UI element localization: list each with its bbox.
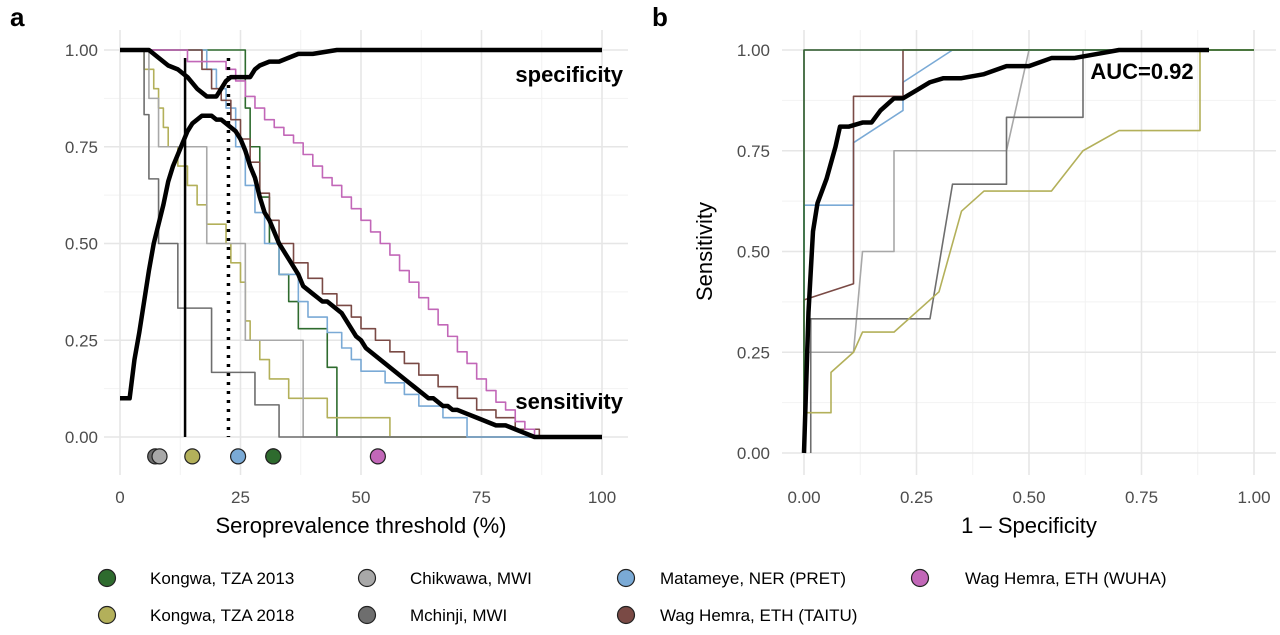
x-axis-title: 1 – Specificity xyxy=(961,513,1097,538)
series-kongwa-tza-2018 xyxy=(120,49,602,438)
y-tick-label: 0.50 xyxy=(65,235,98,254)
roc-overall xyxy=(801,47,1209,454)
series-matameye-ner-pret xyxy=(120,49,602,438)
x-tick-label: 0.50 xyxy=(1012,488,1045,507)
legend-label-matameye-ner-pret: Matameye, NER (PRET) xyxy=(660,569,846,588)
x-tick-label: 25 xyxy=(231,488,250,507)
legend-label-wag-hemra-eth-taitu: Wag Hemra, ETH (TAITU) xyxy=(660,606,857,625)
roc-kongwa-tza-2018 xyxy=(804,49,1254,414)
legend-swatch-kongwa-tza-2013 xyxy=(97,568,117,588)
series-wag-hemra-eth-taitu xyxy=(120,49,602,438)
sensitivity-label: sensitivity xyxy=(515,389,623,414)
series-chikwawa-mwi xyxy=(120,49,602,438)
optimal-point-wag-hemra-eth-wuha xyxy=(369,448,386,465)
x-tick-label: 0 xyxy=(115,488,124,507)
optimal-point-matameye-ner-pret xyxy=(229,448,247,465)
y-tick-label: 0.25 xyxy=(65,331,98,350)
legend: Kongwa, TZA 2013 Chikwawa, MWI Matameye, N… xyxy=(97,568,1167,625)
y-tick-label: 1.00 xyxy=(737,41,770,60)
legend-swatch-matameye-ner-pret xyxy=(616,568,636,588)
optimal-point-kongwa-tza-2013 xyxy=(265,448,282,465)
x-tick-label: 50 xyxy=(352,488,371,507)
legend-label-chikwawa-mwi: Chikwawa, MWI xyxy=(410,569,532,588)
optimal-point-kongwa-tza-2018 xyxy=(184,448,201,465)
roc-kongwa-tza-2013 xyxy=(803,49,1254,453)
series-wag-hemra-eth-wuha xyxy=(120,49,602,438)
panel-a: 0 25 50 75 100 0.00 0.25 0.50 0.75 1.00 specificit… xyxy=(65,30,628,538)
legend-label-mchinji-mwi: Mchinji, MWI xyxy=(410,606,507,625)
legend-swatch-mchinji-mwi xyxy=(357,605,377,625)
y-tick-label: 0.25 xyxy=(737,343,770,362)
y-tick-label: 0.00 xyxy=(737,444,770,463)
panel-b-label: b xyxy=(652,2,668,32)
series-specificity xyxy=(120,47,602,99)
optimal-point-chikwawa-mwi xyxy=(151,448,168,465)
x-tick-label: 0.25 xyxy=(900,488,933,507)
x-tick-label: 100 xyxy=(588,488,616,507)
y-axis-title: Sensitivity xyxy=(692,202,717,301)
legend-swatch-wag-hemra-eth-wuha xyxy=(910,568,930,588)
y-tick-label: 0.50 xyxy=(737,243,770,262)
series-sensitivity xyxy=(120,113,602,440)
roc-chikwawa-mwi xyxy=(803,49,1254,453)
legend-swatch-wag-hemra-eth-taitu xyxy=(616,605,636,625)
y-tick-label: 1.00 xyxy=(65,41,98,60)
legend-label-kongwa-tza-2018: Kongwa, TZA 2018 xyxy=(150,606,294,625)
legend-label-wag-hemra-eth-wuha: Wag Hemra, ETH (WUHA) xyxy=(965,569,1167,588)
series-mchinji-mwi xyxy=(120,49,602,438)
auc-label: AUC=0.92 xyxy=(1090,59,1193,84)
x-axis-title: Seroprevalence threshold (%) xyxy=(215,513,506,538)
panel-b: 0.00 0.25 0.50 0.75 1.00 0.00 0.25 0.50 0.75 1.00… xyxy=(692,30,1276,538)
x-tick-label: 0.75 xyxy=(1125,488,1158,507)
roc-matameye-ner-pret xyxy=(803,49,1254,453)
specificity-label: specificity xyxy=(515,62,623,87)
x-tick-label: 75 xyxy=(472,488,491,507)
legend-swatch-kongwa-tza-2018 xyxy=(97,605,117,625)
y-tick-label: 0.75 xyxy=(737,142,770,161)
panel-a-label: a xyxy=(10,2,25,32)
y-tick-label: 0.00 xyxy=(65,428,98,447)
legend-label-kongwa-tza-2013: Kongwa, TZA 2013 xyxy=(150,569,294,588)
x-tick-label: 1.00 xyxy=(1237,488,1270,507)
y-tick-label: 0.75 xyxy=(65,138,98,157)
x-tick-label: 0.00 xyxy=(787,488,820,507)
legend-swatch-chikwawa-mwi xyxy=(357,568,377,588)
